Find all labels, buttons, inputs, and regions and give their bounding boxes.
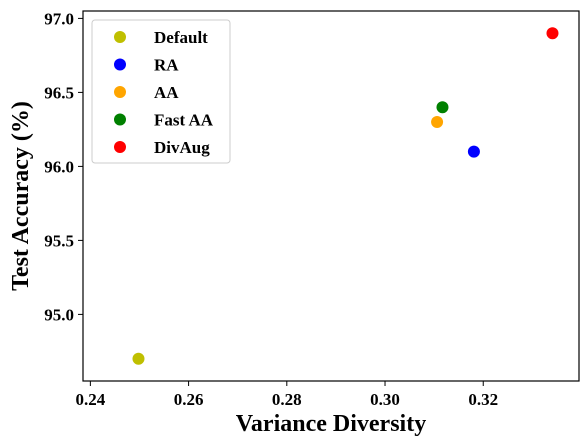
- x-tick-label: 0.24: [75, 390, 105, 409]
- y-tick-label: 96.0: [44, 157, 74, 176]
- x-tick-label: 0.26: [174, 390, 204, 409]
- legend-marker: [114, 31, 126, 43]
- legend-marker: [114, 141, 126, 153]
- y-axis-ticks: 95.0 95.5 96.0 96.5 97.0: [44, 9, 83, 324]
- x-axis-label: Variance Diversity: [236, 411, 426, 437]
- data-point-fast-aa: [436, 101, 449, 114]
- y-tick-label: 97.0: [44, 9, 74, 28]
- legend-label: DivAug: [154, 138, 210, 157]
- legend-marker: [114, 86, 126, 98]
- legend-marker: [114, 58, 126, 71]
- legend-label: Fast AA: [154, 111, 214, 130]
- x-axis-ticks: 0.24 0.26 0.28 0.30 0.32: [75, 381, 498, 409]
- data-point-aa: [431, 116, 444, 128]
- legend-marker: [114, 113, 126, 126]
- y-tick-label: 95.5: [44, 231, 74, 250]
- data-point-divaug: [546, 27, 559, 40]
- x-tick-label: 0.32: [468, 390, 498, 409]
- legend: Default RA AA Fast AA DivAug: [91, 19, 231, 164]
- data-point-default: [132, 352, 145, 365]
- y-tick-label: 95.0: [44, 305, 74, 324]
- legend-frame: [91, 19, 231, 164]
- y-axis-label: Test Accuracy (%): [8, 101, 34, 291]
- data-points: [132, 27, 559, 365]
- x-tick-label: 0.30: [370, 390, 400, 409]
- plot-frame: [82, 10, 580, 382]
- legend-label: Default: [154, 28, 208, 47]
- x-tick-label: 0.28: [272, 390, 302, 409]
- legend-label: AA: [154, 83, 179, 102]
- legend-label: RA: [154, 56, 179, 75]
- y-tick-label: 96.5: [44, 83, 74, 102]
- data-point-ra: [467, 145, 480, 158]
